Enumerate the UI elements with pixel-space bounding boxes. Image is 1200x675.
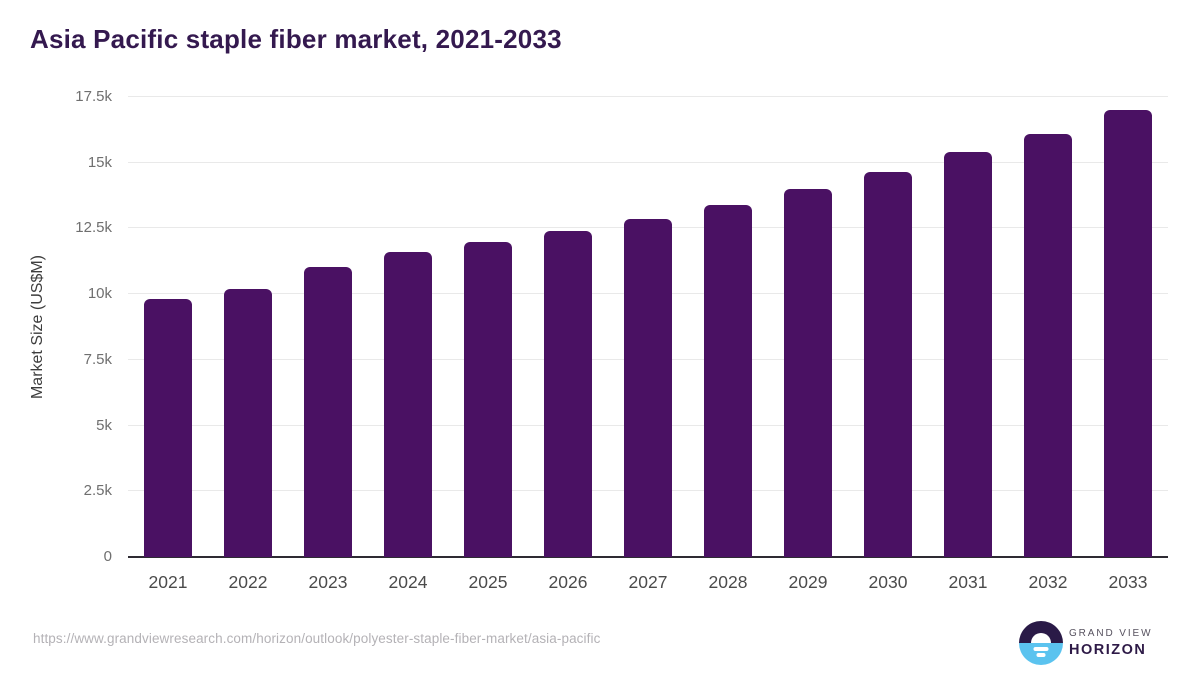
logo-text-horizon: HORIZON	[1069, 641, 1147, 658]
bar-2030	[864, 171, 912, 557]
logo-text-grandview: GRAND VIEW	[1069, 627, 1153, 639]
x-axis-label-2024: 2024	[388, 572, 428, 592]
grandview-horizon-logo: GRAND VIEW HORIZON	[1019, 621, 1152, 665]
x-axis-label-2021: 2021	[148, 572, 188, 592]
bar-2023	[304, 266, 352, 557]
x-axis-line	[128, 556, 1168, 558]
x-axis-label-2025: 2025	[468, 572, 508, 592]
x-axis-label-2027: 2027	[628, 572, 668, 592]
gridline	[128, 96, 1168, 97]
bar-2026	[544, 231, 592, 557]
chart-title: Asia Pacific staple fiber market, 2021-2…	[30, 24, 562, 54]
x-axis-label-2032: 2032	[1028, 572, 1068, 592]
x-axis-label-2026: 2026	[548, 572, 588, 592]
x-axis-label-2022: 2022	[228, 572, 268, 592]
logo-text: GRAND VIEW HORIZON	[1069, 628, 1152, 659]
bar-2031	[944, 152, 992, 557]
sun-icon	[1031, 633, 1051, 643]
y-axis-tick-label: 7.5k	[83, 350, 112, 368]
x-axis-label-2031: 2031	[948, 572, 988, 592]
y-axis-tick-label: 0	[103, 548, 112, 565]
x-axis-label-2033: 2033	[1108, 572, 1148, 592]
y-axis-tick-label: 15k	[87, 153, 112, 171]
gridline	[128, 161, 1168, 163]
bar-2022	[224, 288, 272, 557]
plot-area	[128, 96, 1168, 558]
bar-2032	[1024, 133, 1072, 557]
x-axis-label-2028: 2028	[708, 572, 748, 592]
x-axis-label-2023: 2023	[308, 572, 348, 592]
x-axis-label-2029: 2029	[788, 572, 828, 592]
source-url: https://www.grandviewresearch.com/horizo…	[33, 631, 601, 646]
y-axis-tick-label: 12.5k	[75, 219, 112, 237]
y-axis-tick-label: 5k	[96, 416, 112, 434]
bar-2021	[144, 299, 192, 557]
bar-2028	[704, 204, 752, 557]
bar-2029	[784, 189, 832, 557]
bar-2033	[1104, 110, 1152, 557]
x-axis-label-2030: 2030	[868, 572, 908, 592]
y-axis-tick-label: 2.5k	[83, 482, 112, 500]
horizon-sunrise-icon	[1019, 621, 1063, 665]
bar-2027	[624, 219, 672, 557]
reflection-line	[1036, 653, 1046, 657]
bar-2024	[384, 252, 432, 557]
y-axis-tick-label: 10k	[87, 285, 112, 303]
reflection-line	[1033, 647, 1049, 651]
y-axis-tick-label: 17.5k	[75, 88, 112, 105]
bar-2025	[464, 241, 512, 557]
y-axis-title: Market Size (US$M)	[29, 254, 46, 400]
